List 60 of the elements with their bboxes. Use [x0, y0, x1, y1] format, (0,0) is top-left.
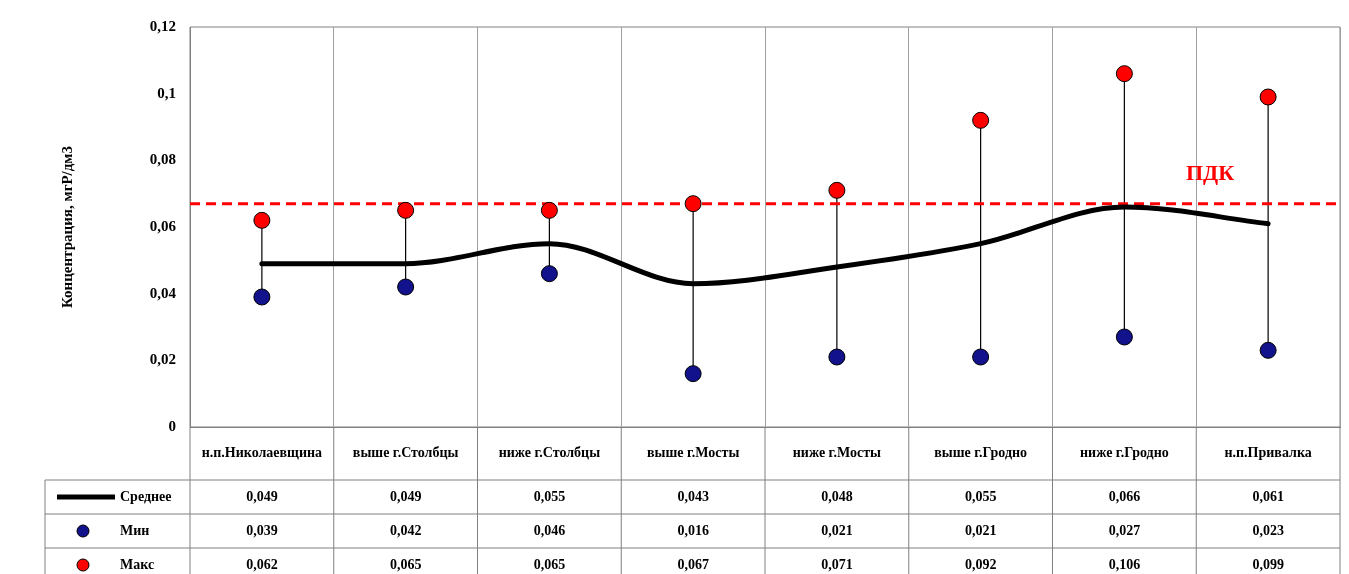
- x-tick-label: ниже г.Столбцы: [498, 445, 601, 461]
- point: [1259, 88, 1277, 106]
- x-tick-label: выше г.Гродно: [934, 445, 1028, 461]
- point: [1259, 341, 1277, 359]
- data-label: 0,061: [1252, 488, 1284, 504]
- x-tick-label: ниже г.Мосты: [792, 445, 882, 461]
- data-label: 0,055: [964, 488, 997, 504]
- point: [397, 201, 415, 219]
- point: [684, 365, 702, 383]
- data-label: 0,065: [533, 556, 566, 572]
- point: [828, 181, 846, 199]
- x-tick-label: ниже г.Гродно: [1080, 445, 1169, 461]
- point: [972, 111, 990, 129]
- data-label: 0,065: [389, 556, 422, 572]
- data-label: 0,071: [821, 556, 853, 572]
- y-tick-label: 0,06: [149, 217, 177, 234]
- data-label: 0,092: [964, 556, 997, 572]
- data-label: 0,046: [533, 522, 566, 538]
- point: [253, 211, 271, 229]
- legend-label: Среднее: [120, 488, 172, 504]
- data-label: 0,023: [1252, 522, 1284, 538]
- point: [828, 348, 846, 366]
- data-label: 0,055: [533, 488, 566, 504]
- data-label: 0,048: [821, 488, 853, 504]
- legend-label: Макс: [120, 556, 155, 572]
- y-tick-label: 0,04: [149, 284, 177, 301]
- data-label: 0,106: [1108, 556, 1141, 572]
- data-label: 0,016: [677, 522, 709, 538]
- y-tick-label: 0,08: [149, 151, 176, 168]
- data-label: 0,062: [246, 556, 278, 572]
- data-label: 0,049: [389, 488, 422, 504]
- data-label: 0,049: [246, 488, 278, 504]
- y-tick-label: 0,1: [157, 84, 176, 101]
- point: [540, 265, 558, 283]
- x-tick-label: н.п.Николаевщина: [201, 445, 323, 461]
- y-tick-label: 0: [168, 417, 176, 434]
- data-label: 0,021: [964, 522, 997, 538]
- data-label: 0,099: [1252, 556, 1284, 572]
- data-label: 0,067: [677, 556, 709, 572]
- point: [684, 195, 702, 213]
- data-label: 0,027: [1108, 522, 1141, 538]
- data-label: 0,039: [246, 522, 278, 538]
- x-tick-label: выше г.Мосты: [646, 445, 740, 461]
- data-label: 0,042: [389, 522, 422, 538]
- legend-label: Мин: [120, 522, 150, 538]
- ref-line-label: ПДК: [1185, 160, 1235, 186]
- data-label: 0,066: [1108, 488, 1141, 504]
- data-label: 0,021: [821, 522, 853, 538]
- point: [540, 201, 558, 219]
- y-tick-label: 0,02: [149, 351, 176, 368]
- point: [397, 278, 415, 296]
- y-tick-label: 0,12: [149, 17, 176, 34]
- data-label: 0,043: [677, 488, 709, 504]
- point: [972, 348, 990, 366]
- x-tick-label: выше г.Столбцы: [352, 445, 459, 461]
- x-tick-label: н.п.Привалка: [1224, 445, 1312, 461]
- point: [1115, 328, 1133, 346]
- point: [1115, 65, 1133, 83]
- y-axis-title: Концентрация, мгР/дм3: [58, 145, 75, 309]
- point: [253, 288, 271, 306]
